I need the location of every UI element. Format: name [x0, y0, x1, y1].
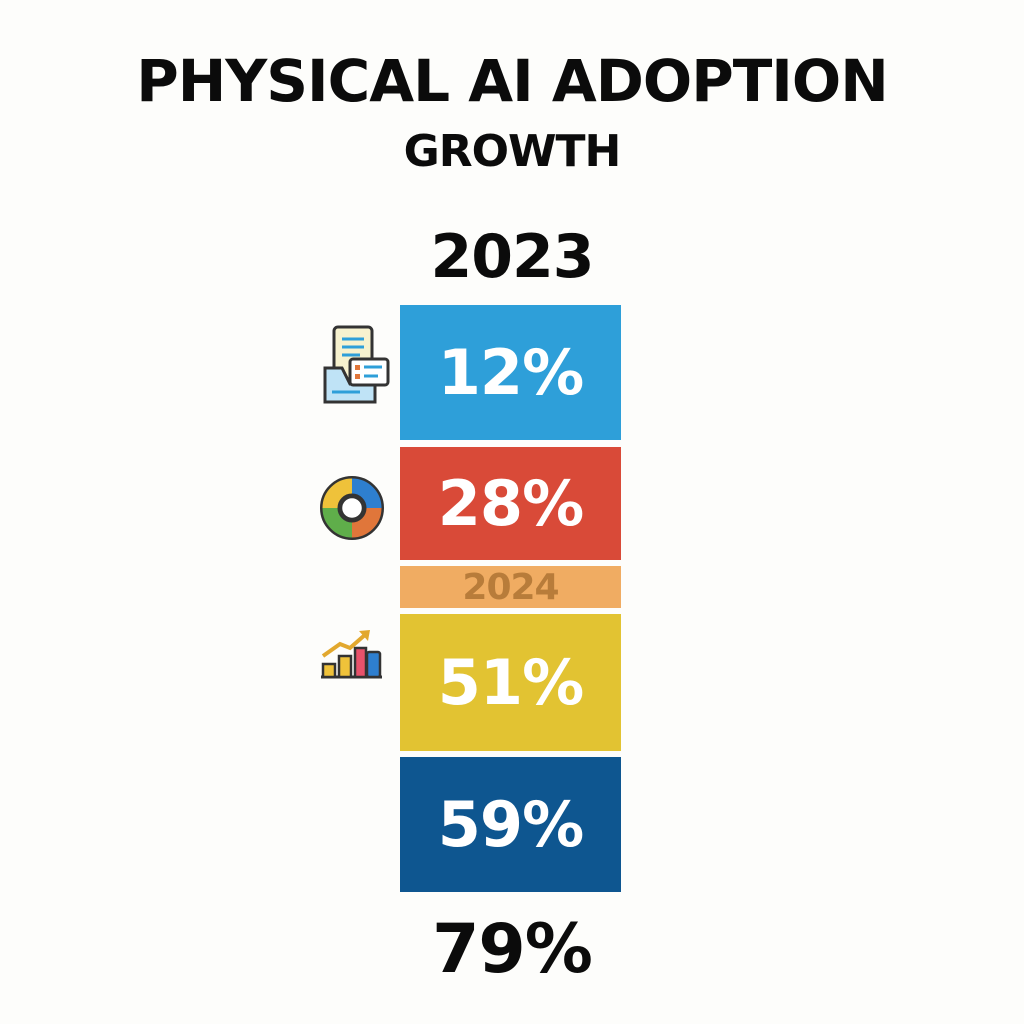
bar-chart-trend-icon [321, 630, 382, 679]
document-form-icon [323, 325, 390, 404]
donut-chart-icon [320, 476, 384, 540]
year-label-2024: 2024 [462, 566, 559, 608]
year-band-2024: 2024 [400, 566, 621, 608]
bar-segment-1: 12% [400, 305, 621, 440]
chart-subtitle: GROWTH [403, 126, 622, 177]
chart-title: PHYSICAL AI ADOPTION [136, 47, 889, 115]
bar-segment-3: 51% [400, 614, 621, 751]
year-label-2023: 2023 [430, 222, 595, 292]
bottom-value-label: 79% [432, 910, 593, 989]
bar-segment-label: 28% [437, 467, 584, 540]
bar-segment-4: 59% [400, 757, 621, 892]
bar-segment-label: 51% [437, 646, 584, 719]
bar-segment-2: 28% [400, 447, 621, 560]
bar-segment-label: 59% [437, 788, 584, 861]
bar-segment-label: 12% [437, 336, 584, 409]
